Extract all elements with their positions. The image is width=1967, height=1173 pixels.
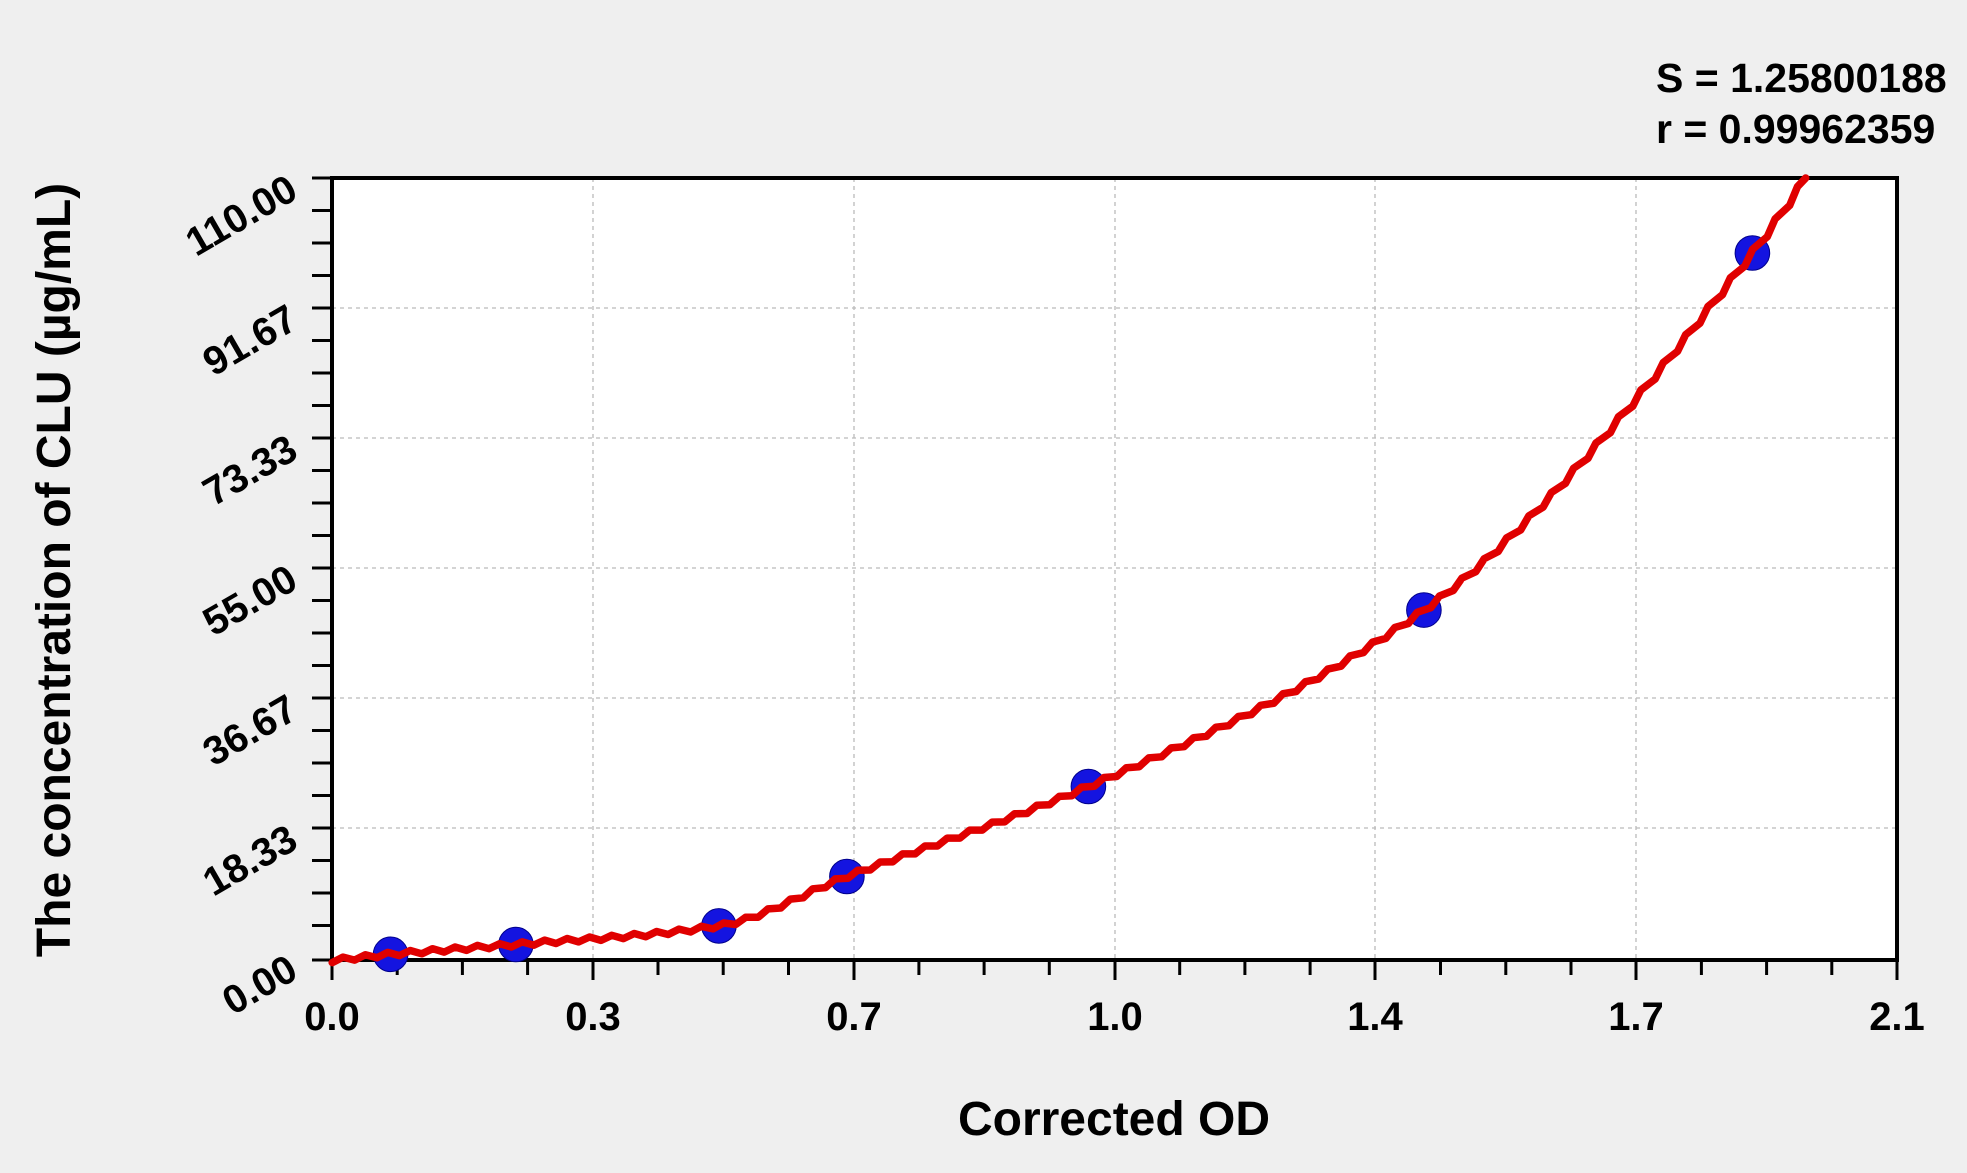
svg-text:36.67: 36.67 bbox=[196, 687, 305, 775]
svg-text:Corrected OD: Corrected OD bbox=[958, 1093, 1270, 1146]
svg-text:0.7: 0.7 bbox=[826, 995, 882, 1039]
svg-text:110.00: 110.00 bbox=[178, 167, 304, 265]
svg-text:The concentration of CLU (µg/m: The concentration of CLU (µg/mL) bbox=[28, 183, 81, 957]
svg-text:73.33: 73.33 bbox=[196, 427, 305, 515]
svg-text:1.0: 1.0 bbox=[1087, 995, 1143, 1039]
svg-text:r = 0.99962359: r = 0.99962359 bbox=[1656, 106, 1935, 152]
svg-text:0.00: 0.00 bbox=[215, 947, 304, 1024]
svg-text:0.0: 0.0 bbox=[304, 995, 360, 1039]
svg-text:55.00: 55.00 bbox=[196, 557, 305, 645]
svg-text:1.4: 1.4 bbox=[1347, 995, 1403, 1039]
svg-text:S = 1.25800188: S = 1.25800188 bbox=[1656, 55, 1947, 101]
svg-text:1.7: 1.7 bbox=[1608, 995, 1664, 1039]
svg-text:0.3: 0.3 bbox=[565, 995, 621, 1039]
svg-text:18.33: 18.33 bbox=[196, 817, 305, 905]
svg-text:2.1: 2.1 bbox=[1869, 995, 1925, 1039]
svg-text:91.67: 91.67 bbox=[196, 297, 305, 385]
